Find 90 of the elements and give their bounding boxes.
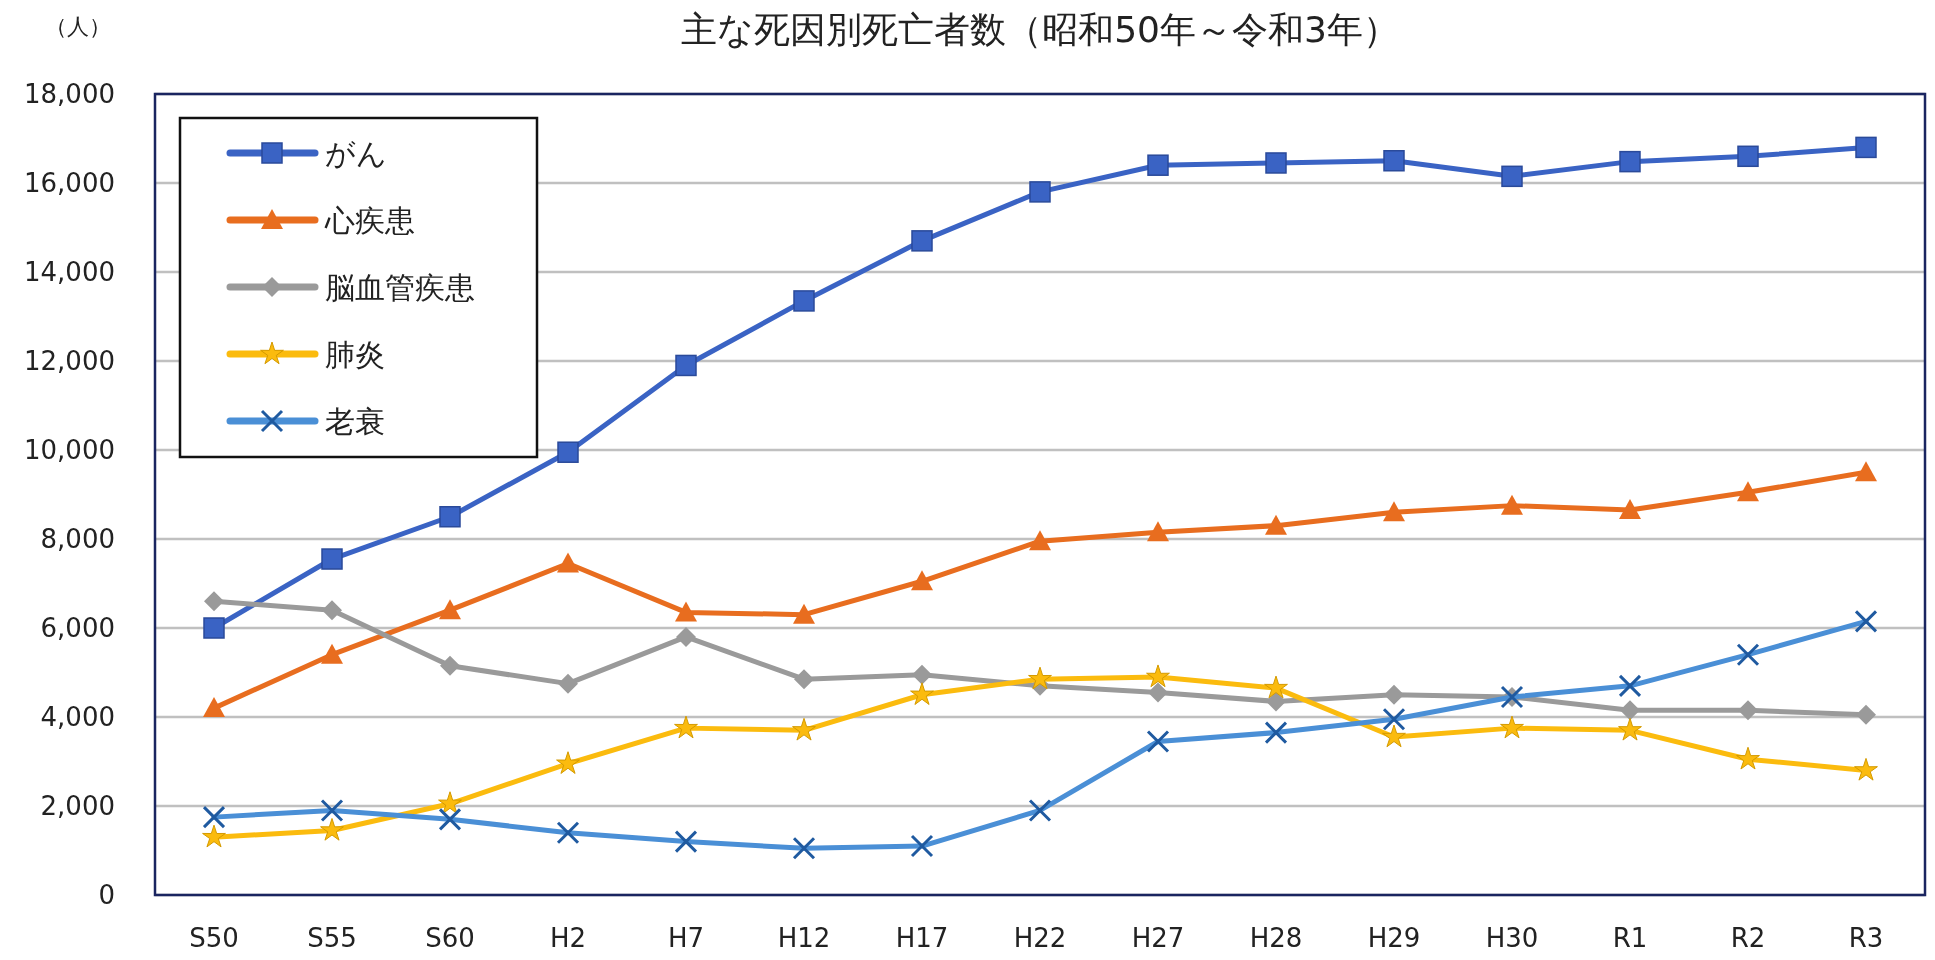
point [1736,746,1760,770]
point [794,669,814,690]
point [557,552,579,573]
point [1500,715,1524,739]
y-tick-label: 4,000 [40,702,115,732]
y-tick-label: 16,000 [24,168,115,198]
point [1855,136,1877,159]
point [792,717,816,741]
point [793,290,815,312]
x-tick-label: S50 [189,923,239,953]
legend-label: 老衰 [325,404,385,439]
legend-label: 脳血管疾患 [325,270,475,305]
y-tick-label: 0 [98,880,115,910]
x-tick-label: H17 [895,923,949,953]
point [1855,461,1877,482]
legend-label: 心疾患 [324,203,415,238]
point [203,617,225,639]
point [1383,150,1405,172]
point [1265,152,1287,174]
point [911,570,933,591]
point [1029,530,1051,551]
point [911,230,933,252]
x-tick-label: H27 [1131,923,1185,953]
point [557,441,579,463]
point [912,664,932,685]
point [1501,494,1523,515]
point [1029,181,1051,203]
point [1147,521,1169,542]
point [1620,700,1640,721]
x-tick-label: R1 [1612,923,1648,953]
point [440,655,460,676]
x-tick-label: R3 [1848,923,1884,953]
point [1266,691,1286,712]
point [202,824,226,848]
x-tick-label: R2 [1730,923,1766,953]
x-tick-label: H29 [1367,923,1421,953]
x-tick-label: H2 [549,923,587,953]
point [1619,150,1641,173]
point [1737,481,1759,502]
y-tick-label: 10,000 [24,435,115,465]
point [322,600,342,621]
point [675,354,697,377]
point [1619,499,1641,520]
point [674,715,698,739]
point [1265,514,1287,535]
y-tick-label: 14,000 [24,257,115,287]
x-tick-label: H30 [1485,923,1539,953]
point [1384,684,1404,705]
point [1264,675,1288,699]
point [203,697,225,718]
point [438,791,462,814]
point [439,599,461,620]
point [1383,501,1405,522]
point [910,682,934,705]
y-axis-title: （人） [45,14,111,39]
x-tick-label: H7 [667,923,705,953]
y-tick-label: 2,000 [40,791,115,821]
point [556,751,580,774]
point [1854,757,1878,781]
x-tick-label: S55 [307,923,357,953]
point [1028,666,1052,690]
point [204,591,224,612]
point [676,626,696,647]
x-tick-label: H12 [777,923,831,953]
point [1501,165,1523,188]
y-tick-label: 8,000 [40,524,115,554]
point [1382,724,1406,748]
point [1856,704,1876,725]
x-tick-label: H28 [1249,923,1303,953]
point [321,548,343,570]
y-tick-label: 6,000 [40,613,115,643]
y-tick-label: 12,000 [24,346,115,376]
legend-label: がん [325,136,387,171]
x-tick-label: S60 [425,923,475,953]
point [439,506,461,528]
point [321,643,343,664]
point [1618,717,1642,741]
point [1148,682,1168,703]
point [558,673,578,694]
chart-title: 主な死因別死亡者数（昭和50年～令和3年） [681,9,1399,50]
y-tick-label: 18,000 [24,79,115,109]
point [1737,145,1759,168]
point [1147,154,1169,176]
point [320,817,344,841]
legend-label: 肺炎 [325,337,385,372]
point [1738,700,1758,721]
point [793,603,815,624]
point [1146,664,1170,688]
x-tick-label: H22 [1013,923,1067,953]
point [675,601,697,622]
